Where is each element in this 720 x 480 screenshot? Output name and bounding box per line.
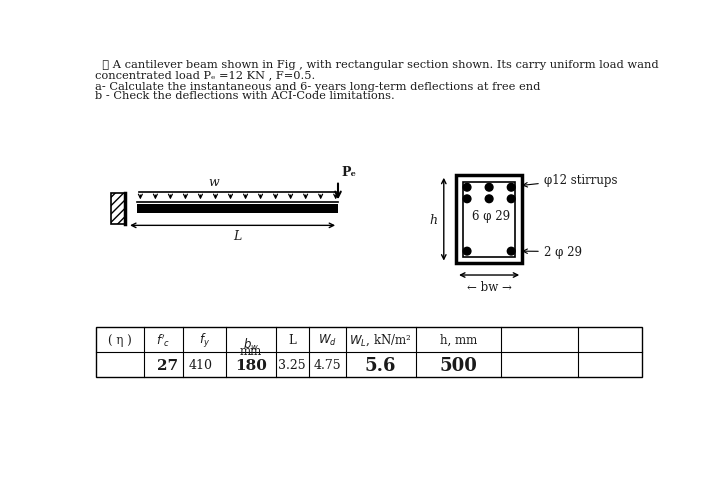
- Text: 180: 180: [235, 358, 266, 372]
- Circle shape: [463, 195, 471, 203]
- Text: h, mm: h, mm: [439, 333, 477, 346]
- Text: h: h: [430, 213, 438, 226]
- Text: w: w: [209, 175, 220, 188]
- Text: 410: 410: [189, 358, 212, 371]
- Text: $W_d$: $W_d$: [318, 332, 336, 348]
- Text: L: L: [289, 333, 296, 346]
- Bar: [456, 176, 522, 264]
- Text: a- Calculate the instantaneous and 6- years long-term deflections at free end: a- Calculate the instantaneous and 6- ye…: [94, 82, 540, 91]
- Bar: [111, 193, 125, 224]
- Bar: [137, 204, 338, 214]
- Circle shape: [463, 184, 471, 192]
- Text: 27: 27: [157, 358, 178, 372]
- Text: L: L: [233, 230, 241, 243]
- Circle shape: [508, 248, 515, 255]
- Text: 4.75: 4.75: [313, 358, 341, 371]
- Text: $f_y$: $f_y$: [199, 331, 210, 349]
- Text: concentrated load Pₑ =12 KN , F=0.5.: concentrated load Pₑ =12 KN , F=0.5.: [94, 70, 315, 80]
- Circle shape: [508, 195, 515, 203]
- Text: ( η ): ( η ): [108, 333, 132, 346]
- Text: Pₑ: Pₑ: [341, 166, 356, 179]
- Circle shape: [485, 184, 493, 192]
- Text: 6 φ 29: 6 φ 29: [472, 209, 510, 222]
- Text: $W_L$, kN/m²: $W_L$, kN/m²: [349, 332, 412, 348]
- Text: $f'_c$: $f'_c$: [156, 332, 171, 348]
- Text: ← bw →: ← bw →: [467, 281, 512, 294]
- Bar: [463, 182, 515, 257]
- Text: $b_{w}$: $b_{w}$: [243, 336, 259, 353]
- Text: 3.25: 3.25: [279, 358, 306, 371]
- Text: ℓ A cantilever beam shown in Fig , with rectangular section shown. Its carry uni: ℓ A cantilever beam shown in Fig , with …: [94, 60, 658, 70]
- Circle shape: [508, 184, 515, 192]
- Text: φ12 stirrups: φ12 stirrups: [523, 173, 617, 188]
- Circle shape: [463, 248, 471, 255]
- Text: 2 φ 29: 2 φ 29: [523, 245, 582, 258]
- Text: 5.6: 5.6: [365, 356, 397, 374]
- Text: b - Check the deflections with ACI-Code limitations.: b - Check the deflections with ACI-Code …: [94, 91, 395, 101]
- Text: mm: mm: [240, 344, 262, 357]
- Text: 500: 500: [439, 356, 477, 374]
- Circle shape: [485, 195, 493, 203]
- Bar: [96, 327, 642, 377]
